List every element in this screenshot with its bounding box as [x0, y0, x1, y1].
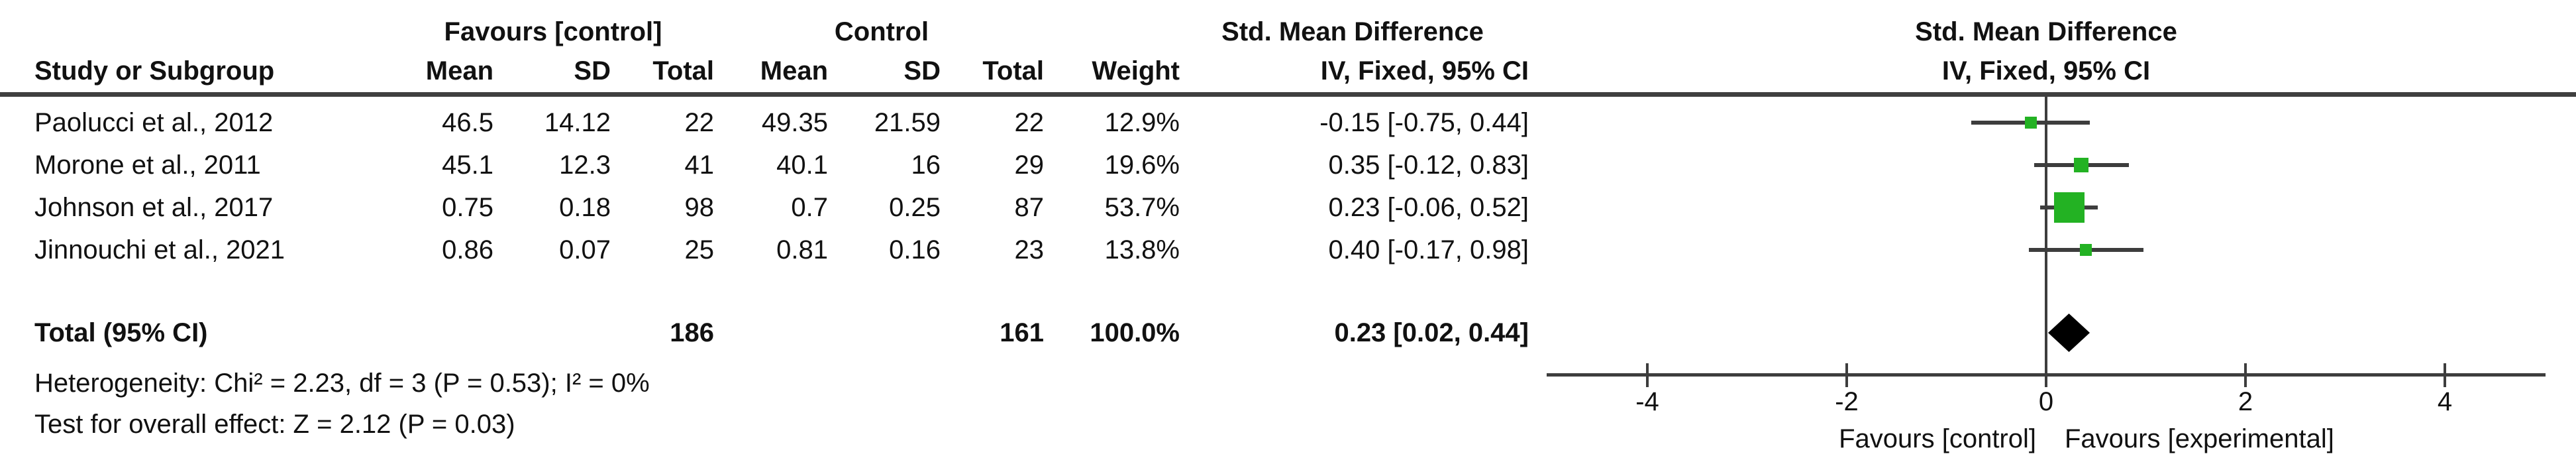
table-cell: 0.25 [889, 193, 941, 222]
table-cell: 46.5 [442, 108, 493, 137]
table-cell: 21.59 [874, 108, 941, 137]
total-row-label: Total (95% CI) [34, 318, 208, 347]
effect-square [2080, 244, 2092, 256]
axis-tick [1646, 363, 1649, 387]
column-header-exp-sd: SD [574, 56, 611, 86]
total-weight: 100.0% [1090, 318, 1180, 347]
study-label: Jinnouchi et al., 2021 [34, 235, 285, 264]
table-cell: 40.1 [776, 150, 828, 180]
table-cell: 41 [684, 150, 715, 180]
zero-line [2045, 97, 2047, 376]
effect-square [2053, 192, 2085, 223]
effect-square [2025, 117, 2037, 129]
column-header-ctrl-sd: SD [903, 56, 941, 86]
axis-label-left: Favours [control] [1839, 424, 2036, 453]
table-cell: 22 [684, 108, 715, 137]
effect-square [2073, 158, 2088, 172]
table-cell: 0.16 [889, 235, 941, 264]
column-header-weight: Weight [1092, 56, 1180, 86]
table-cell: 0.18 [559, 193, 611, 222]
table-cell: 25 [684, 235, 715, 264]
effect-column-header: Std. Mean Difference [1221, 17, 1484, 46]
table-cell: 29 [1014, 150, 1045, 180]
axis-tick-label: -2 [1835, 387, 1859, 416]
axis-tick-label: 2 [2238, 387, 2253, 416]
table-cell: 0.23 [-0.06, 0.52] [1328, 193, 1529, 222]
axis-label-right: Favours [experimental] [2065, 424, 2334, 453]
study-label: Johnson et al., 2017 [34, 193, 274, 222]
axis-tick-label: 0 [2038, 387, 2054, 416]
study-label: Paolucci et al., 2012 [34, 108, 274, 137]
group-header-control: Control [834, 17, 929, 46]
group-header-experimental: Favours [control] [444, 17, 662, 46]
axis-tick-label: 4 [2437, 387, 2453, 416]
column-header-study: Study or Subgroup [34, 56, 275, 86]
table-cell: 23 [1014, 235, 1045, 264]
column-header-exp-total: Total [652, 56, 714, 86]
table-cell: 0.07 [559, 235, 611, 264]
table-cell: 0.75 [442, 193, 493, 222]
table-cell: 13.8% [1104, 235, 1180, 264]
table-cell: 14.12 [544, 108, 611, 137]
axis-tick [2045, 363, 2047, 387]
column-header-ctrl-mean: Mean [760, 56, 828, 86]
table-cell: -0.15 [-0.75, 0.44] [1319, 108, 1529, 137]
axis-tick [2444, 363, 2446, 387]
study-label: Morone et al., 2011 [34, 150, 261, 180]
plot-column-subheader: IV, Fixed, 95% CI [1941, 56, 2151, 86]
header-rule [0, 92, 2576, 97]
table-cell: 12.9% [1104, 108, 1180, 137]
table-cell: 16 [911, 150, 941, 180]
overall-effect-footnote: Test for overall effect: Z = 2.12 (P = 0… [34, 410, 515, 439]
table-cell: 0.35 [-0.12, 0.83] [1328, 150, 1529, 180]
table-cell: 87 [1014, 193, 1045, 222]
table-cell: 12.3 [559, 150, 611, 180]
column-header-effect-ci: IV, Fixed, 95% CI [1320, 56, 1529, 86]
column-header-exp-mean: Mean [425, 56, 493, 86]
heterogeneity-footnote: Heterogeneity: Chi² = 2.23, df = 3 (P = … [34, 369, 650, 398]
column-header-ctrl-total: Total [982, 56, 1044, 86]
plot-column-header: Std. Mean Difference [1915, 17, 2177, 46]
total-ctrl-total: 161 [1000, 318, 1044, 347]
table-cell: 53.7% [1104, 193, 1180, 222]
total-ci: 0.23 [0.02, 0.44] [1334, 318, 1529, 347]
axis-tick-label: -4 [1635, 387, 1659, 416]
table-cell: 0.40 [-0.17, 0.98] [1328, 235, 1529, 264]
table-cell: 49.35 [761, 108, 828, 137]
axis-tick [1845, 363, 1848, 387]
axis-tick [2244, 363, 2247, 387]
table-cell: 98 [684, 193, 715, 222]
total-diamond [2048, 314, 2090, 352]
table-cell: 22 [1014, 108, 1045, 137]
table-cell: 45.1 [442, 150, 493, 180]
total-exp-total: 186 [670, 318, 714, 347]
table-cell: 0.86 [442, 235, 493, 264]
table-cell: 0.81 [776, 235, 828, 264]
table-cell: 0.7 [791, 193, 828, 222]
table-cell: 19.6% [1104, 150, 1180, 180]
